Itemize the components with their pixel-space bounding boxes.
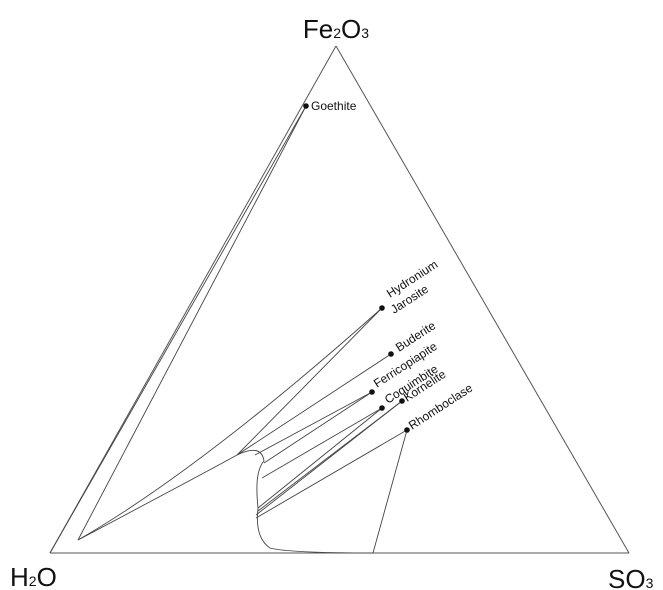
- tie-line-kornelite-b: [255, 400, 403, 516]
- tie-line-h2o-buderite: [77, 454, 238, 541]
- phase-point-hydronium-jarosite: [379, 305, 385, 311]
- triangle-edge-left: [49, 45, 337, 554]
- tie-line-h2o-goethite-a: [49, 105, 307, 554]
- apex-label-fe2o3: Fe2O3: [303, 14, 369, 44]
- apex-label-so3: SO3: [608, 564, 654, 590]
- label-goethite: Goethite: [311, 99, 357, 113]
- phase-point-buderite: [388, 351, 394, 357]
- phase-point-ferricopiapite: [369, 389, 375, 395]
- apex-label-h2o: H2O: [10, 562, 57, 590]
- tie-line-h2o-jarosite: [77, 307, 383, 541]
- tie-line-coquimbite-a: [261, 407, 383, 479]
- phase-point-rhomboclase: [404, 427, 410, 433]
- tie-line-ferricopiapite-b: [263, 391, 373, 464]
- phase-point-coquimbite: [379, 405, 385, 411]
- tie-line-ferricopiapite-a: [254, 391, 373, 456]
- triangle-edge-right: [335, 45, 630, 554]
- tie-line-rhomboclase: [255, 429, 408, 519]
- phase-point-goethite: [303, 103, 309, 109]
- tie-line-h2o-goethite-b: [77, 105, 307, 541]
- tie-line-field-buderite: [236, 353, 392, 456]
- tie-line-rhomboclase-base: [372, 429, 408, 554]
- phase-point-kornelite: [399, 398, 405, 404]
- tie-line-coquimbite-b: [257, 407, 383, 509]
- liquid-field-boundary: [236, 449, 374, 554]
- tie-line-field-jarosite: [236, 307, 383, 456]
